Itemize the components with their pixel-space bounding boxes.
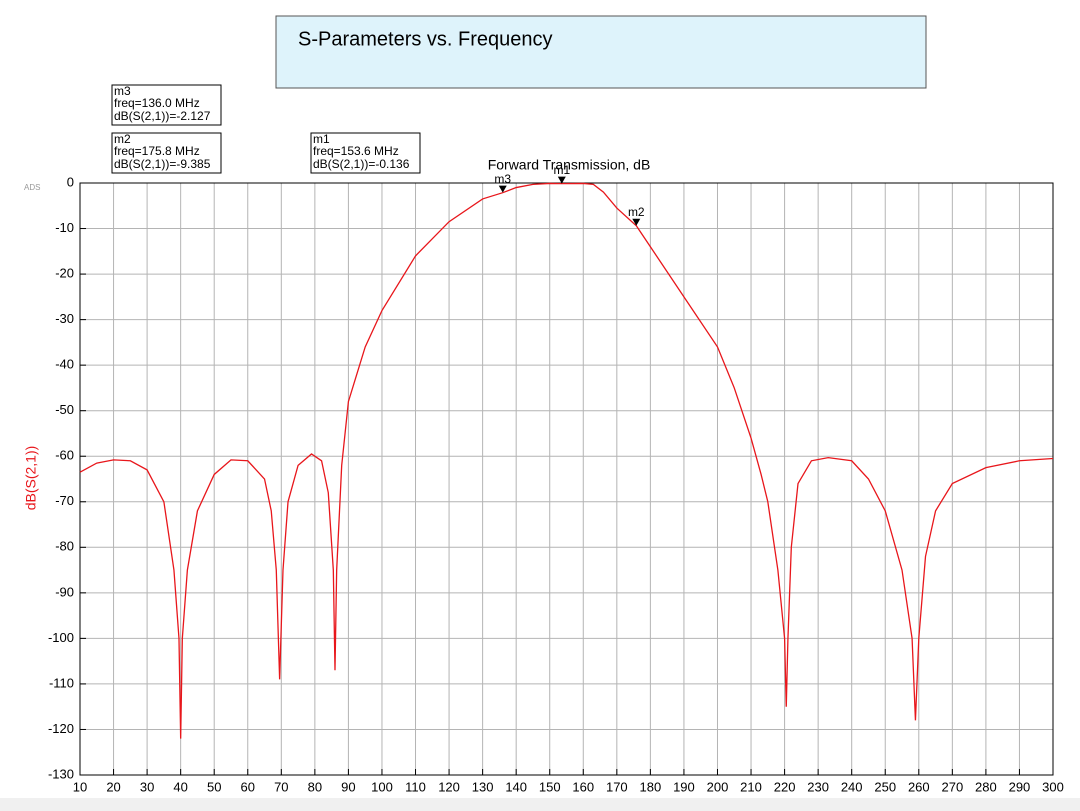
x-tick-label: 210	[740, 779, 762, 794]
marker-box-frame	[310, 132, 421, 174]
x-tick-label: 50	[207, 779, 221, 794]
trace-line	[79, 182, 1054, 739]
marker-box-freq: freq=153.6 MHz	[313, 144, 399, 158]
x-tick-label: 240	[841, 779, 863, 794]
status-strip	[0, 798, 1080, 811]
marker-box-freq: freq=175.8 MHz	[114, 144, 200, 158]
x-tick-label: 40	[173, 779, 187, 794]
y-tick-label: -50	[55, 402, 74, 417]
logo: ADS	[24, 183, 40, 192]
y-tick-label: -40	[55, 357, 74, 372]
marker-name: m3	[494, 172, 511, 186]
x-tick-label: 30	[140, 779, 154, 794]
x-tick-label: 80	[308, 779, 322, 794]
x-tick-label: 140	[505, 779, 527, 794]
marker-triangle	[498, 185, 507, 193]
y-tick-label: -20	[55, 266, 74, 281]
y-tick-label: -110	[49, 675, 74, 690]
y-tick-label: -100	[48, 630, 74, 645]
x-tick-label: 220	[774, 779, 796, 794]
plot-frame	[79, 182, 1054, 776]
y-axis-label: dB(S(2,1))	[23, 446, 39, 511]
y-tick-label: -10	[55, 220, 74, 235]
x-tick-label: 20	[106, 779, 120, 794]
x-tick-label: 70	[274, 779, 288, 794]
x-tick-label: 170	[606, 779, 628, 794]
marker-triangle	[632, 218, 641, 226]
marker-name: m1	[553, 163, 570, 177]
x-tick-label: 300	[1042, 779, 1064, 794]
y-tick-label: -120	[48, 721, 74, 736]
x-tick-label: 200	[707, 779, 729, 794]
x-tick-label: 100	[371, 779, 393, 794]
x-tick-label: 190	[673, 779, 695, 794]
marker-box-name: m1	[313, 132, 330, 146]
x-tick-label: 290	[1009, 779, 1031, 794]
marker-box-frame	[111, 84, 222, 126]
y-tick-label: -60	[55, 448, 74, 463]
y-tick-label: -80	[55, 539, 74, 554]
marker-box-value: dB(S(2,1))=-2.127	[114, 109, 211, 123]
x-tick-label: 110	[405, 779, 426, 794]
x-tick-label: 60	[241, 779, 255, 794]
marker-name: m2	[628, 205, 645, 219]
x-tick-label: 130	[472, 779, 494, 794]
y-tick-label: -90	[55, 584, 74, 599]
y-tick-label: -130	[48, 766, 74, 781]
title-box	[275, 15, 927, 89]
trace-label: Forward Transmission, dB	[488, 157, 651, 173]
x-tick-label: 10	[73, 779, 87, 794]
marker-box-name: m2	[114, 132, 131, 146]
marker-triangle	[557, 176, 566, 184]
chart-title: S-Parameters vs. Frequency	[298, 28, 553, 50]
marker-box-name: m3	[114, 84, 131, 98]
x-tick-label: 150	[539, 779, 561, 794]
x-tick-label: 230	[807, 779, 829, 794]
x-tick-label: 160	[572, 779, 594, 794]
x-tick-label: 270	[941, 779, 963, 794]
y-tick-label: -30	[55, 311, 74, 326]
y-tick-label: 0	[67, 174, 74, 189]
marker-box-value: dB(S(2,1))=-9.385	[114, 157, 211, 171]
x-tick-label: 250	[874, 779, 896, 794]
marker-box-frame	[111, 132, 222, 174]
y-tick-label: -70	[55, 493, 74, 508]
x-tick-label: 90	[341, 779, 355, 794]
marker-box-freq: freq=136.0 MHz	[114, 96, 200, 110]
x-tick-label: 260	[908, 779, 930, 794]
x-tick-label: 120	[438, 779, 460, 794]
marker-box-value: dB(S(2,1))=-0.136	[313, 157, 410, 171]
x-tick-label: 180	[640, 779, 662, 794]
x-tick-label: 280	[975, 779, 997, 794]
